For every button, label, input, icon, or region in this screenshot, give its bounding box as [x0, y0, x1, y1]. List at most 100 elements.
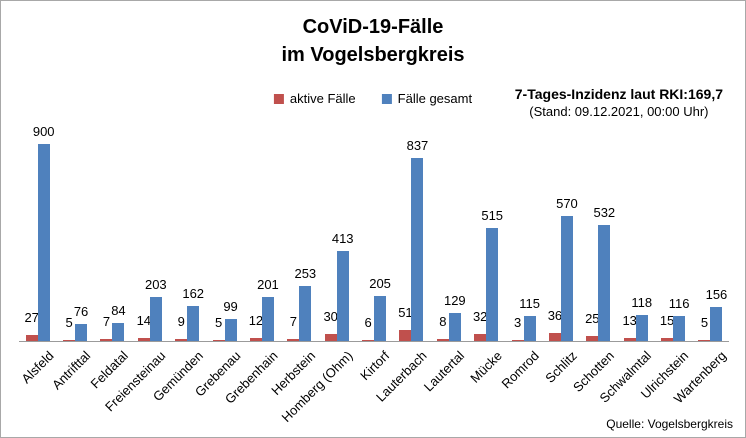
total-cases-value-label: 203	[144, 277, 167, 292]
active-cases-value-label: 9	[177, 314, 185, 329]
active-cases-bar	[100, 339, 113, 341]
bar-group: 7 253	[281, 144, 318, 341]
total-cases-bar	[448, 313, 461, 341]
active-cases-bar-wrap: 8	[436, 144, 449, 341]
total-cases-bar-wrap: 900	[33, 125, 55, 341]
active-cases-bar-wrap: 12	[248, 144, 264, 341]
bar-group: 27 900	[19, 125, 56, 341]
bar-group: 8 129	[430, 144, 467, 341]
total-cases-bar	[187, 306, 200, 341]
total-cases-value-label: 118	[631, 295, 653, 310]
total-cases-value-label: 201	[257, 277, 279, 292]
category-axis: Alsfeld Antrifttal Feldatal Freiensteinau Ge…	[18, 345, 729, 425]
active-cases-bar-wrap: 5	[698, 144, 711, 341]
active-cases-bar	[137, 338, 150, 341]
active-cases-bar	[399, 330, 412, 341]
active-cases-bar-wrap: 3	[511, 144, 524, 341]
active-cases-bar	[474, 334, 487, 341]
total-cases-bar	[37, 144, 50, 341]
legend-item-active-cases: aktive Fälle	[273, 91, 356, 106]
total-cases-value-label: 115	[519, 296, 540, 311]
active-cases-value-label: 25	[585, 311, 600, 326]
bar-group: 6 205	[355, 144, 392, 341]
chart-title-line1: CoViD-19-Fälle	[302, 16, 444, 38]
active-cases-value-label: 5	[700, 315, 709, 330]
total-cases-value-label: 99	[223, 299, 238, 314]
total-cases-bar-wrap: 837	[407, 139, 428, 341]
total-cases-bar-wrap: 156	[706, 144, 727, 341]
total-cases-bar	[411, 158, 424, 341]
total-cases-value-label: 570	[556, 196, 578, 211]
active-cases-bar-wrap: 36	[547, 144, 563, 341]
source-note: Quelle: Vogelsbergkreis	[606, 417, 733, 431]
active-cases-bar	[249, 338, 262, 341]
active-cases-bar-wrap: 5	[212, 144, 225, 341]
active-cases-value-label: 27	[24, 310, 39, 325]
bar-group: 5 156	[692, 144, 729, 341]
active-cases-bar	[436, 339, 449, 341]
bar-group: 5 99	[206, 144, 243, 341]
active-cases-bar-wrap: 5	[63, 144, 76, 341]
bar-group: 12 201	[243, 144, 280, 341]
bar-group: 25 532	[580, 144, 617, 341]
total-cases-bar-wrap: 118	[631, 144, 652, 341]
total-cases-bar	[112, 323, 125, 341]
category-label: Lautertal	[420, 348, 468, 395]
total-cases-bar-wrap: 253	[294, 144, 316, 341]
bar-group: 30 413	[318, 144, 355, 341]
active-cases-value-label: 5	[214, 315, 223, 330]
legend-item-total-cases: Fälle gesamt	[381, 91, 473, 106]
total-cases-bar-wrap: 570	[556, 144, 578, 341]
bar-group: 51 837	[393, 139, 430, 341]
active-cases-bar-wrap: 9	[175, 144, 188, 341]
total-cases-bar	[710, 307, 723, 341]
total-cases-value-label: 900	[32, 124, 55, 139]
active-cases-bar-wrap: 27	[24, 144, 39, 341]
active-cases-bar	[511, 340, 524, 341]
active-cases-bar	[287, 339, 300, 341]
total-cases-bar	[560, 216, 573, 341]
total-cases-value-label: 84	[111, 303, 126, 318]
total-cases-swatch-icon	[381, 93, 392, 104]
active-cases-value-label: 36	[547, 308, 563, 323]
active-cases-value-label: 12	[248, 313, 264, 328]
active-cases-bar	[623, 338, 636, 341]
total-cases-bar	[299, 286, 312, 341]
total-cases-value-label: 253	[294, 266, 317, 281]
active-cases-bar	[63, 340, 76, 341]
bar-group: 5 76	[56, 144, 93, 341]
active-cases-bar-wrap: 13	[622, 144, 637, 341]
total-cases-bar-wrap: 515	[481, 144, 503, 341]
legend-label-total-cases: Fälle gesamt	[397, 91, 473, 106]
total-cases-bar	[75, 324, 88, 341]
bar-group: 7 84	[94, 144, 131, 341]
total-cases-value-label: 532	[593, 205, 616, 220]
active-cases-bar	[586, 336, 599, 341]
incidence-info: 7-Tages-Inzidenz laut RKI:169,7 (Stand: …	[515, 86, 723, 120]
total-cases-bar-wrap: 203	[145, 144, 167, 341]
bar-group: 3 115	[505, 144, 542, 341]
total-cases-value-label: 205	[369, 276, 391, 291]
total-cases-bar	[673, 316, 686, 341]
active-cases-bar	[175, 339, 188, 341]
incidence-value: 7-Tages-Inzidenz laut RKI:169,7	[514, 86, 723, 102]
total-cases-bar-wrap: 115	[519, 144, 540, 341]
active-cases-value-label: 7	[289, 314, 297, 329]
total-cases-value-label: 76	[73, 304, 89, 319]
total-cases-bar	[336, 251, 349, 341]
active-cases-bar-wrap: 7	[100, 144, 113, 341]
total-cases-bar-wrap: 116	[669, 144, 689, 341]
total-cases-bar-wrap: 129	[444, 144, 466, 341]
total-cases-value-label: 162	[182, 286, 205, 301]
total-cases-value-label: 116	[668, 296, 690, 311]
legend-label-active-cases: aktive Fälle	[289, 91, 356, 106]
active-cases-bar	[661, 338, 674, 341]
active-cases-value-label: 51	[398, 305, 413, 320]
active-cases-bar-wrap: 30	[323, 144, 338, 341]
chart-title: CoViD-19-Fälle im Vogelsbergkreis	[1, 13, 745, 69]
active-cases-bar	[25, 335, 38, 341]
active-cases-bar-wrap: 51	[398, 144, 413, 341]
category-label: Romrod	[498, 348, 543, 392]
total-cases-bar	[598, 225, 611, 341]
